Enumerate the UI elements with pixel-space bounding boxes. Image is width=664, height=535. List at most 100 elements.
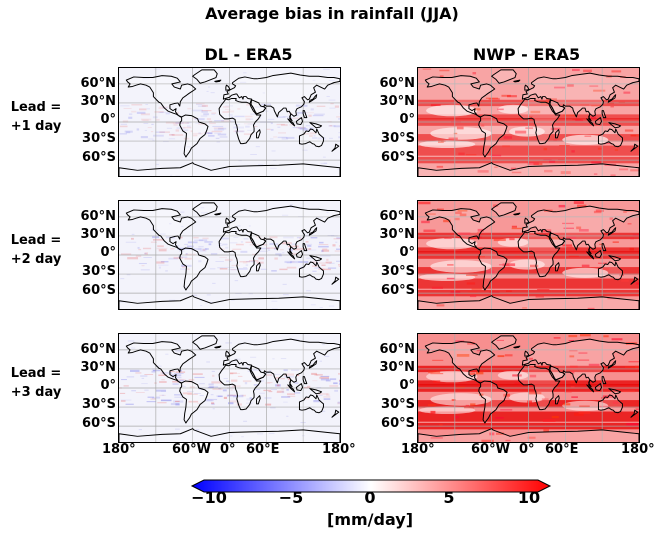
lat-label: 60°N — [379, 342, 415, 357]
coastline-mad — [256, 395, 261, 405]
coastline-sum — [287, 251, 296, 260]
coastline-kal — [594, 250, 603, 259]
coastline-ice — [513, 79, 521, 83]
coastline-sa — [179, 247, 209, 291]
lat-label: 60°S — [381, 150, 415, 165]
colorbar-tick-5: 5 — [443, 488, 455, 507]
map-svg — [119, 334, 340, 442]
lat-label: 60°S — [82, 283, 116, 298]
coastline-af — [218, 364, 262, 411]
coastline-sum — [287, 384, 296, 393]
coastline-ant — [119, 428, 340, 442]
lat-label: 30°S — [381, 131, 415, 146]
map-svg — [418, 334, 639, 442]
lat-label: 60°N — [379, 76, 415, 91]
coastline-sa — [478, 247, 508, 291]
coastline-png — [608, 255, 622, 262]
lat-label: 30°N — [379, 94, 415, 109]
lon-label-180-left-b: 180° — [401, 442, 435, 457]
coastline-ph — [601, 110, 607, 119]
coastline-gr — [192, 69, 218, 84]
coastline-nz — [331, 143, 340, 152]
figure-title: Average bias in rainfall (JJA) — [205, 4, 459, 23]
coastline-ar — [250, 365, 267, 381]
coastline-ph — [601, 376, 607, 385]
coastline-nz — [331, 276, 340, 285]
lon-label-60w-b: 60°W — [471, 442, 510, 457]
coastline-af — [517, 364, 561, 411]
coastline-ar — [549, 99, 566, 115]
lat-label: 30°S — [82, 397, 116, 412]
coastline-png — [309, 255, 323, 262]
coastline-ant — [119, 162, 340, 176]
coastline-mad — [555, 262, 560, 272]
colorbar — [190, 479, 552, 493]
coastline-ph — [302, 110, 308, 119]
lat-label: 0° — [399, 112, 415, 127]
coastline-mad — [256, 262, 261, 272]
coastline-sa — [179, 380, 209, 424]
coastline-ant — [418, 428, 639, 442]
coastline-ice — [513, 345, 521, 349]
map-svg — [119, 68, 340, 176]
lat-label: 30°S — [82, 264, 116, 279]
coastline-ph — [601, 243, 607, 252]
coastline-kal — [594, 383, 603, 392]
lat-label: 60°N — [80, 209, 116, 224]
coastline-au — [597, 261, 623, 281]
coastline-uk — [524, 217, 530, 224]
coastline-gr — [491, 202, 517, 217]
coastline-jp — [607, 94, 617, 103]
lat-label: 60°S — [381, 283, 415, 298]
coastline-ant — [119, 295, 340, 309]
coastline-au — [298, 261, 324, 281]
map-svg — [418, 201, 639, 309]
lat-label: 60°N — [80, 76, 116, 91]
coastline-af — [517, 231, 561, 278]
lat-label: 30°S — [82, 131, 116, 146]
coastline-ice — [214, 79, 222, 83]
lat-label: 60°N — [80, 342, 116, 357]
coastline-nz — [331, 409, 340, 418]
coastline-sum — [586, 251, 595, 260]
coastline-mad — [256, 129, 261, 139]
colorbar-tick-minus5: −5 — [278, 488, 304, 507]
coastline-gr — [192, 202, 218, 217]
coastline-png — [309, 122, 323, 129]
coastline-uk — [225, 350, 231, 357]
coastline-kal — [594, 117, 603, 126]
coastline-ar — [250, 99, 267, 115]
map-panel-dl-lead-1 — [118, 67, 341, 177]
lat-label: 30°N — [379, 360, 415, 375]
map-panel-nwp-lead-2 — [417, 200, 640, 310]
coastline-uk — [524, 84, 530, 91]
column-title-dl: DL - ERA5 — [204, 45, 293, 64]
coastline-uk — [524, 350, 530, 357]
coastline-nz — [630, 409, 639, 418]
coastline-ph — [302, 376, 308, 385]
coastline-af — [218, 98, 262, 145]
lat-label: 60°N — [379, 209, 415, 224]
coastline-sum — [287, 118, 296, 127]
row-label-lead-3: Lead = +3 day — [10, 366, 62, 400]
coastline-mad — [555, 129, 560, 139]
coastline-au — [597, 128, 623, 148]
coastline-na — [424, 208, 496, 251]
coastline-eura — [222, 72, 340, 122]
map-panel-dl-lead-3 — [118, 333, 341, 443]
coastline-sum — [586, 118, 595, 127]
coastline-ice — [513, 212, 521, 216]
coastline-jp — [607, 360, 617, 369]
lat-label: 60°S — [381, 416, 415, 431]
coastline-ar — [250, 232, 267, 248]
coastline-png — [309, 388, 323, 395]
coastline-uk — [225, 217, 231, 224]
coastline-ph — [302, 243, 308, 252]
lat-label: 60°S — [82, 416, 116, 431]
coastline-nz — [630, 276, 639, 285]
lat-label: 0° — [100, 378, 116, 393]
coastline-eura — [521, 205, 639, 255]
lat-label: 0° — [100, 112, 116, 127]
coastline-sa — [478, 114, 508, 158]
coastline-jp — [308, 94, 318, 103]
